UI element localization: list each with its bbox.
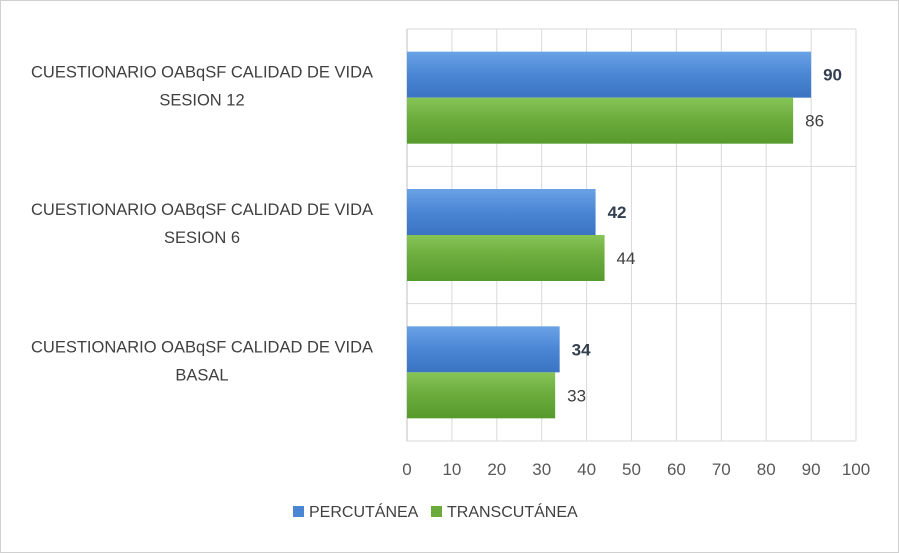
x-tick-label: 10 [442, 460, 461, 479]
bar-percutánea [407, 51, 812, 98]
category-label: CUESTIONARIO OABqSF CALIDAD DE VIDA [31, 64, 373, 82]
x-tick-label: 30 [532, 460, 551, 479]
category-label: BASAL [175, 366, 228, 384]
x-tick-label: 100 [842, 460, 870, 479]
legend-label: TRANSCUTÁNEA [447, 502, 578, 521]
category-label: SESION 12 [159, 92, 244, 110]
legend-swatch [431, 506, 442, 517]
labels-layer: 0 10 20 30 40 50 60 70 80 90 100 CUESTIONARIO OABqS… [31, 64, 870, 479]
x-tick-label: 80 [757, 460, 776, 479]
bar-percutánea [407, 326, 560, 373]
bar-percutánea [407, 189, 596, 235]
data-label: 86 [805, 112, 824, 131]
category-label: SESION 6 [164, 229, 240, 247]
data-label: 33 [567, 386, 586, 405]
data-label: 44 [617, 249, 636, 268]
x-tick-label: 20 [487, 460, 506, 479]
legend: PERCUTÁNEA TRANSCUTÁNEA [293, 502, 578, 521]
bars-layer [407, 51, 812, 419]
bar-transcutánea [407, 372, 556, 419]
data-label: 42 [608, 203, 627, 222]
x-tick-label: 50 [622, 460, 641, 479]
x-tick-label: 40 [577, 460, 596, 479]
category-label: CUESTIONARIO OABqSF CALIDAD DE VIDA [31, 201, 373, 219]
x-tick-label: 60 [667, 460, 686, 479]
x-tick-label: 90 [802, 460, 821, 479]
bar-transcutánea [407, 97, 794, 144]
bar-transcutánea [407, 235, 605, 281]
legend-label: PERCUTÁNEA [309, 502, 419, 521]
data-label: 34 [572, 340, 591, 359]
legend-swatch [293, 506, 304, 517]
data-label: 90 [823, 66, 842, 85]
x-tick-label: 0 [402, 460, 411, 479]
category-label: CUESTIONARIO OABqSF CALIDAD DE VIDA [31, 338, 373, 356]
x-tick-label: 70 [712, 460, 731, 479]
